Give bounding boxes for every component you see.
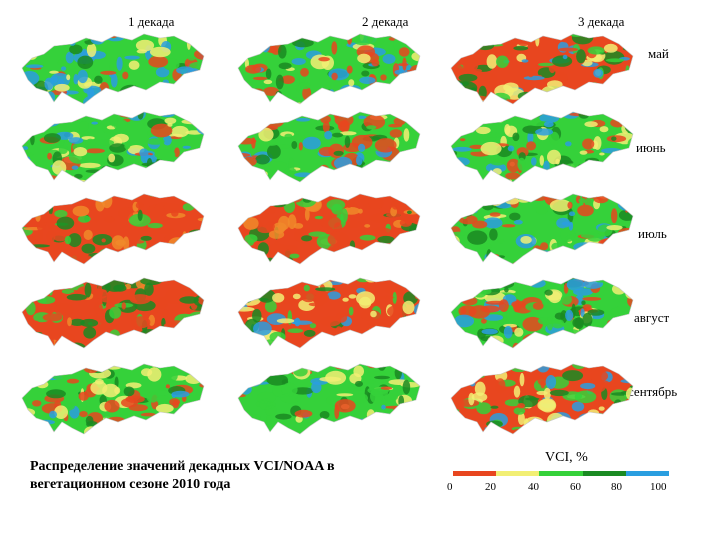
vci-map-август-3 xyxy=(443,274,643,354)
legend-swatch-2 xyxy=(539,471,583,476)
vci-map-июнь-2 xyxy=(230,108,430,188)
vci-map-июль-1 xyxy=(14,190,214,270)
legend-color-bar xyxy=(453,471,670,476)
row-label-july: июль xyxy=(638,226,667,241)
vci-map-май-1 xyxy=(14,30,214,110)
legend-tick-100: 100 xyxy=(650,481,667,493)
legend-swatch-4 xyxy=(625,471,670,476)
legend-tick-80: 80 xyxy=(611,481,622,493)
legend-swatch-0 xyxy=(453,471,497,476)
row-label-august: август xyxy=(634,310,670,325)
vci-map-сентябрь-1 xyxy=(14,360,214,440)
vci-map-июль-3 xyxy=(443,190,643,270)
column-header-1: 1 декада xyxy=(128,14,175,29)
caption-line-1: Распределение значений декадных VCI/NOAA… xyxy=(30,459,335,474)
vci-map-август-2 xyxy=(230,274,430,354)
legend-tick-40: 40 xyxy=(528,481,539,493)
legend-tick-0: 0 xyxy=(447,481,453,493)
legend-title: VCI, % xyxy=(545,450,588,465)
vci-map-июнь-1 xyxy=(14,108,214,188)
row-label-september: сентябрь xyxy=(628,384,678,399)
vci-map-сентябрь-2 xyxy=(230,360,430,440)
legend-tick-60: 60 xyxy=(570,481,581,493)
vci-map-июль-2 xyxy=(230,190,430,270)
row-label-may: май xyxy=(648,46,669,61)
legend-swatch-1 xyxy=(496,471,540,476)
column-header-3: 3 декада xyxy=(578,14,625,29)
vci-map-май-2 xyxy=(230,30,430,110)
vci-map-июнь-3 xyxy=(443,108,643,188)
column-header-2: 2 декада xyxy=(362,14,409,29)
caption-line-2: вегетационном сезоне 2010 года xyxy=(30,477,231,492)
vci-map-сентябрь-3 xyxy=(443,360,643,440)
figure-caption: Распределение значений декадных VCI/NOAA… xyxy=(30,458,335,494)
legend-swatch-3 xyxy=(582,471,626,476)
vci-map-май-3 xyxy=(443,30,643,110)
legend-tick-20: 20 xyxy=(485,481,496,493)
vci-map-август-1 xyxy=(14,274,214,354)
row-label-june: июнь xyxy=(636,140,666,155)
